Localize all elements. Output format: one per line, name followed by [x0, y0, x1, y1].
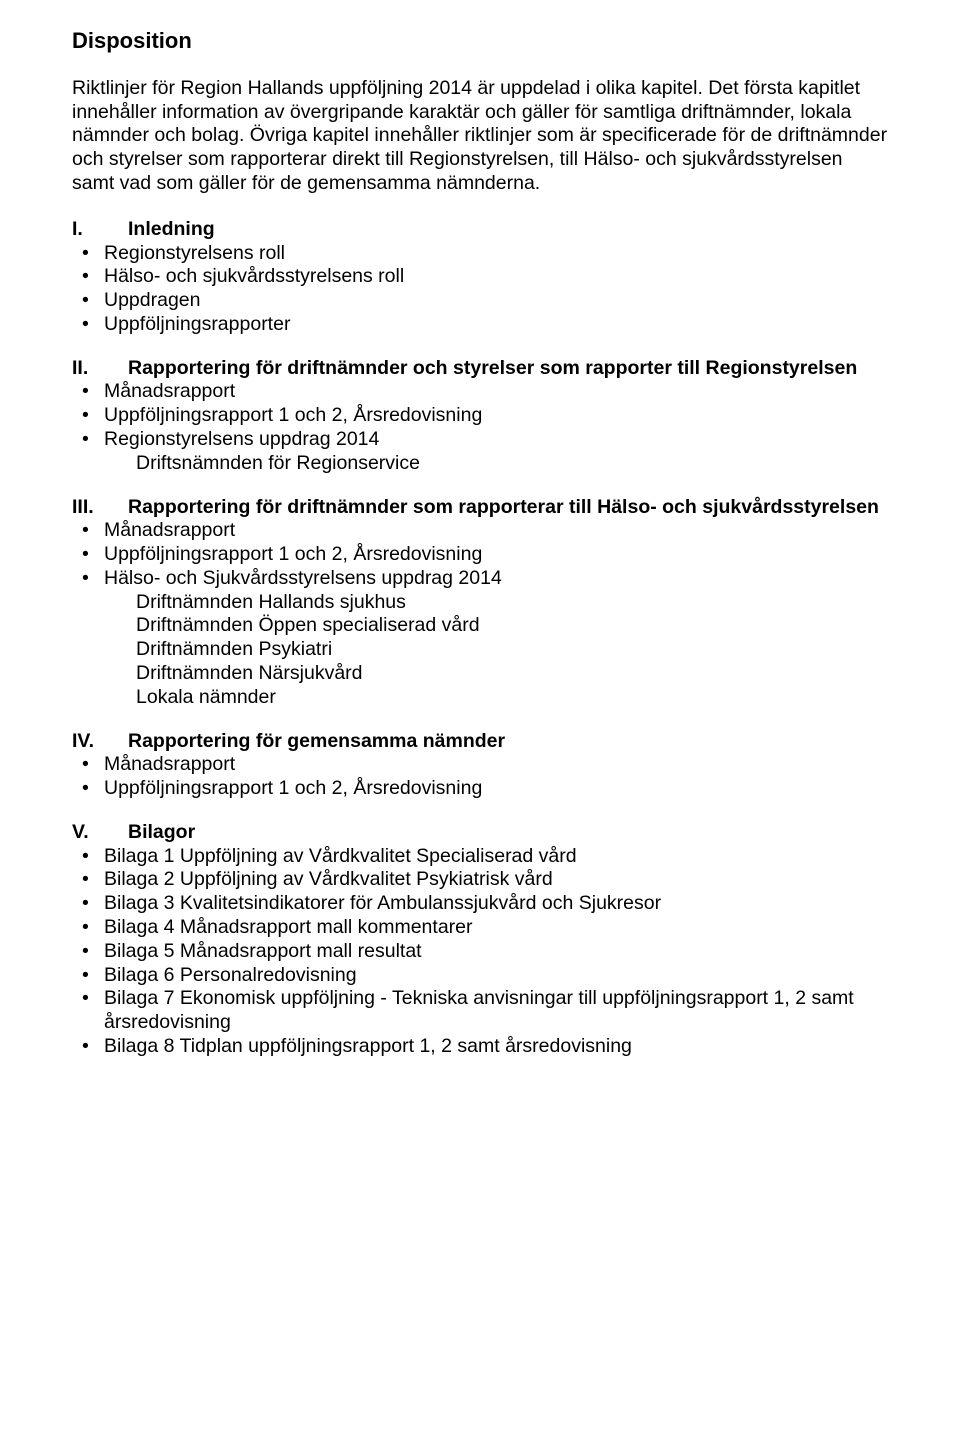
list-item: Hälso- och Sjukvårdsstyrelsens uppdrag 2…	[72, 567, 888, 591]
page-title: Disposition	[72, 28, 888, 55]
sub-item: Lokala nämnder	[72, 686, 888, 710]
section-4-heading: IV. Rapportering för gemensamma nämnder	[72, 730, 888, 754]
list-item: Regionstyrelsens roll	[72, 242, 888, 266]
section-1: I. Inledning Regionstyrelsens roll Hälso…	[72, 218, 888, 337]
section-5: V. Bilagor Bilaga 1 Uppföljning av Vårdk…	[72, 821, 888, 1059]
section-5-list: Bilaga 1 Uppföljning av Vårdkvalitet Spe…	[72, 845, 888, 1059]
section-2-title: Rapportering för driftnämnder och styrel…	[128, 357, 888, 381]
section-4-title: Rapportering för gemensamma nämnder	[128, 730, 888, 754]
list-item: Bilaga 4 Månadsrapport mall kommentarer	[72, 916, 888, 940]
section-3: III. Rapportering för driftnämnder som r…	[72, 496, 888, 710]
section-2-list: Månadsrapport Uppföljningsrapport 1 och …	[72, 380, 888, 451]
section-1-heading: I. Inledning	[72, 218, 888, 242]
list-item: Bilaga 8 Tidplan uppföljningsrapport 1, …	[72, 1035, 888, 1059]
list-item: Månadsrapport	[72, 519, 888, 543]
section-5-roman: V.	[72, 821, 128, 845]
section-2-heading: II. Rapportering för driftnämnder och st…	[72, 357, 888, 381]
list-item: Uppdragen	[72, 289, 888, 313]
section-3-heading: III. Rapportering för driftnämnder som r…	[72, 496, 888, 520]
sub-item: Driftnämnden Psykiatri	[72, 638, 888, 662]
list-item: Regionstyrelsens uppdrag 2014	[72, 428, 888, 452]
intro-paragraph: Riktlinjer för Region Hallands uppföljni…	[72, 77, 888, 196]
list-item: Bilaga 1 Uppföljning av Vårdkvalitet Spe…	[72, 845, 888, 869]
section-3-roman: III.	[72, 496, 128, 520]
sub-item: Driftsnämnden för Regionservice	[72, 452, 888, 476]
sub-item: Driftnämnden Hallands sjukhus	[72, 591, 888, 615]
sub-item: Driftnämnden Öppen specialiserad vård	[72, 614, 888, 638]
list-item: Hälso- och sjukvårdsstyrelsens roll	[72, 265, 888, 289]
section-1-title: Inledning	[128, 218, 888, 242]
section-2-roman: II.	[72, 357, 128, 381]
list-item: Månadsrapport	[72, 753, 888, 777]
list-item: Uppföljningsrapport 1 och 2, Årsredovisn…	[72, 777, 888, 801]
list-item: Bilaga 5 Månadsrapport mall resultat	[72, 940, 888, 964]
sub-item: Driftnämnden Närsjukvård	[72, 662, 888, 686]
section-5-heading: V. Bilagor	[72, 821, 888, 845]
section-4-list: Månadsrapport Uppföljningsrapport 1 och …	[72, 753, 888, 801]
list-item: Bilaga 2 Uppföljning av Vårdkvalitet Psy…	[72, 868, 888, 892]
section-3-title: Rapportering för driftnämnder som rappor…	[128, 496, 888, 520]
list-item: Bilaga 7 Ekonomisk uppföljning - Teknisk…	[72, 987, 888, 1035]
list-item: Uppföljningsrapport 1 och 2, Årsredovisn…	[72, 404, 888, 428]
section-5-title: Bilagor	[128, 821, 888, 845]
list-item: Bilaga 3 Kvalitetsindikatorer för Ambula…	[72, 892, 888, 916]
list-item: Månadsrapport	[72, 380, 888, 404]
section-4: IV. Rapportering för gemensamma nämnder …	[72, 730, 888, 801]
section-4-roman: IV.	[72, 730, 128, 754]
list-item: Bilaga 6 Personalredovisning	[72, 964, 888, 988]
section-1-list: Regionstyrelsens roll Hälso- och sjukvår…	[72, 242, 888, 337]
section-2: II. Rapportering för driftnämnder och st…	[72, 357, 888, 476]
section-3-list: Månadsrapport Uppföljningsrapport 1 och …	[72, 519, 888, 590]
list-item: Uppföljningsrapporter	[72, 313, 888, 337]
section-1-roman: I.	[72, 218, 128, 242]
list-item: Uppföljningsrapport 1 och 2, Årsredovisn…	[72, 543, 888, 567]
